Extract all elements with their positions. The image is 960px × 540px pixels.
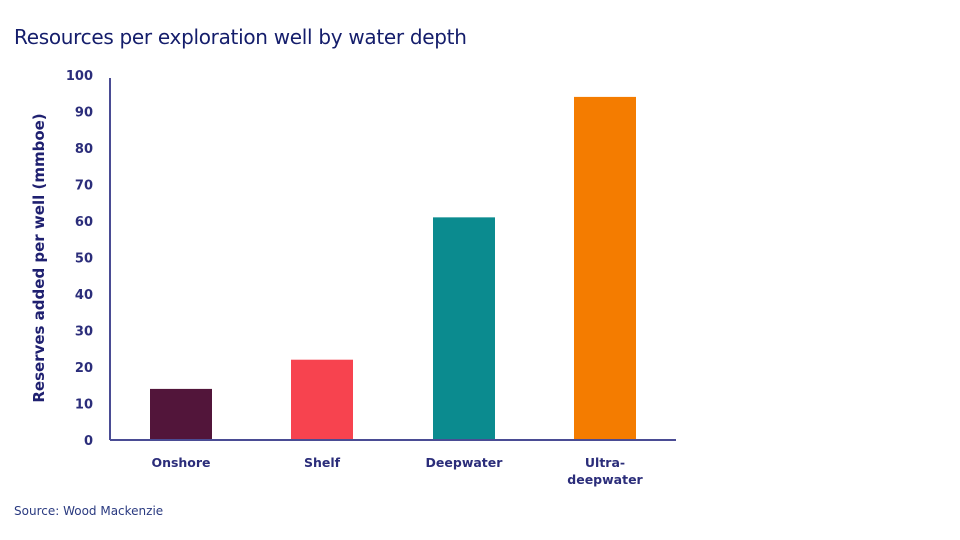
- y-tick-label: 40: [75, 288, 93, 303]
- y-tick-label: 100: [66, 69, 93, 84]
- x-tick-label: Shelf: [304, 455, 341, 470]
- y-axis-label: Reserves added per well (mmboe): [30, 113, 48, 402]
- bars: [150, 96, 636, 441]
- bar: [574, 96, 636, 441]
- bar: [433, 217, 495, 440]
- y-tick-label: 10: [75, 398, 93, 413]
- x-tick-labels: Onshore Shelf Deepwater Ultra-deepwater: [151, 455, 643, 487]
- y-tick-label: 80: [75, 142, 93, 157]
- chart-title: Resources per exploration well by water …: [14, 25, 467, 49]
- y-tick-label: 70: [75, 179, 93, 194]
- x-tick-label: Onshore: [151, 455, 210, 470]
- x-tick-label: Deepwater: [426, 455, 504, 470]
- y-tick-label: 60: [75, 215, 93, 230]
- y-tick-label: 0: [84, 434, 93, 449]
- x-tick-label: Ultra-: [585, 455, 625, 470]
- y-tick-label: 20: [75, 361, 93, 376]
- y-tick-label: 30: [75, 325, 93, 340]
- source-note: Source: Wood Mackenzie: [14, 504, 164, 518]
- bar: [291, 359, 353, 440]
- y-tick-label: 50: [75, 252, 93, 267]
- bar: [150, 388, 212, 440]
- y-tick-label: 90: [75, 106, 93, 121]
- y-tick-labels: 0 10 20 30 40 50 60 70 80 90 100: [66, 69, 93, 449]
- x-tick-label: deepwater: [567, 472, 643, 487]
